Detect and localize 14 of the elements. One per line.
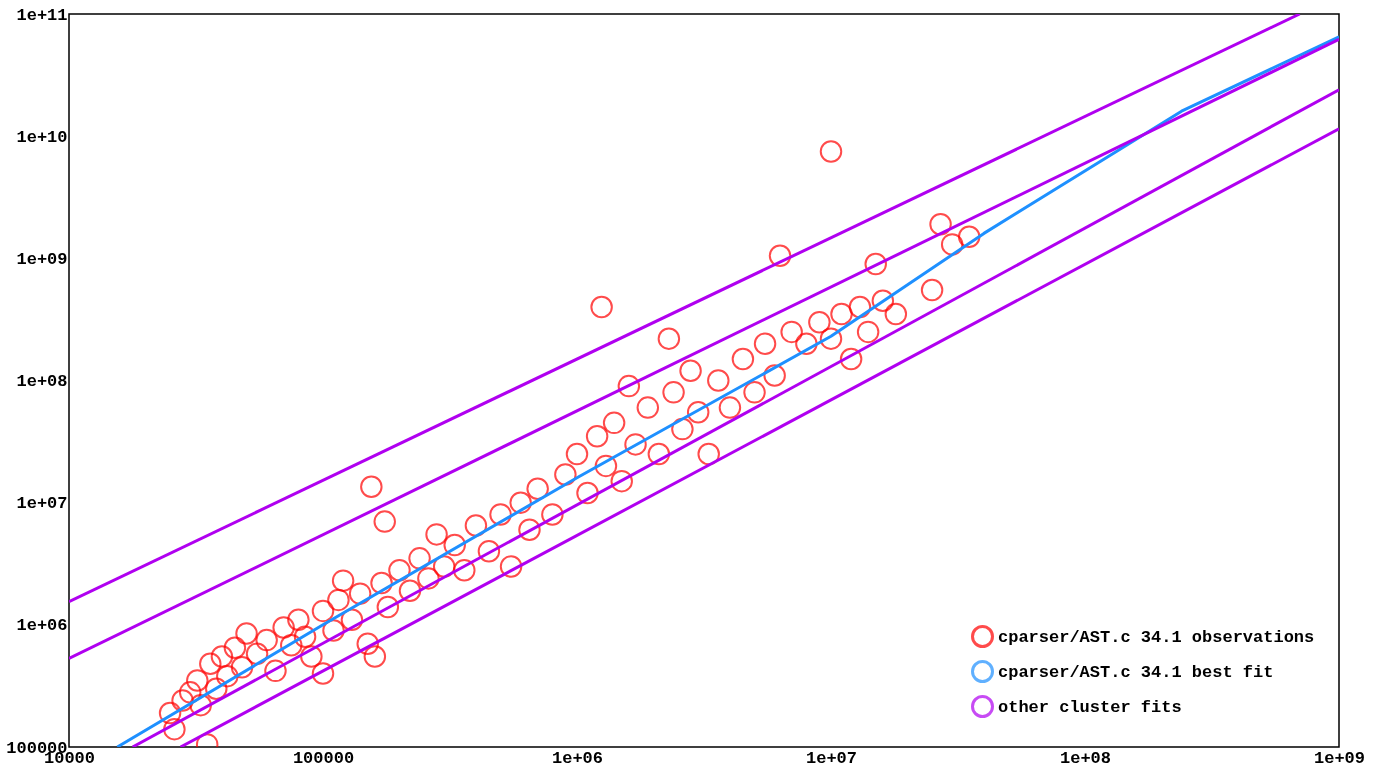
y-tick-label: 1e+09 [16,249,68,269]
y-tick-label: 1e+11 [16,5,68,25]
x-tick-label: 1e+06 [551,748,604,768]
y-tick-label: 1e+10 [16,127,68,147]
legend-label: other cluster fits [998,697,1182,717]
x-tick-label: 1e+08 [1059,748,1112,768]
y-tick-label: 1e+08 [16,372,68,391]
x-tick-label: 1e+09 [1313,748,1366,768]
legend-label: cparser/AST.c 34.1 observations [998,627,1315,647]
y-tick-label: 1e+07 [16,494,68,514]
y-tick-label: 1e+06 [16,616,68,636]
x-tick-label: 1e+07 [805,748,858,768]
x-tick-label: 100000 [292,748,355,768]
legend-label: cparser/AST.c 34.1 best fit [998,662,1274,682]
